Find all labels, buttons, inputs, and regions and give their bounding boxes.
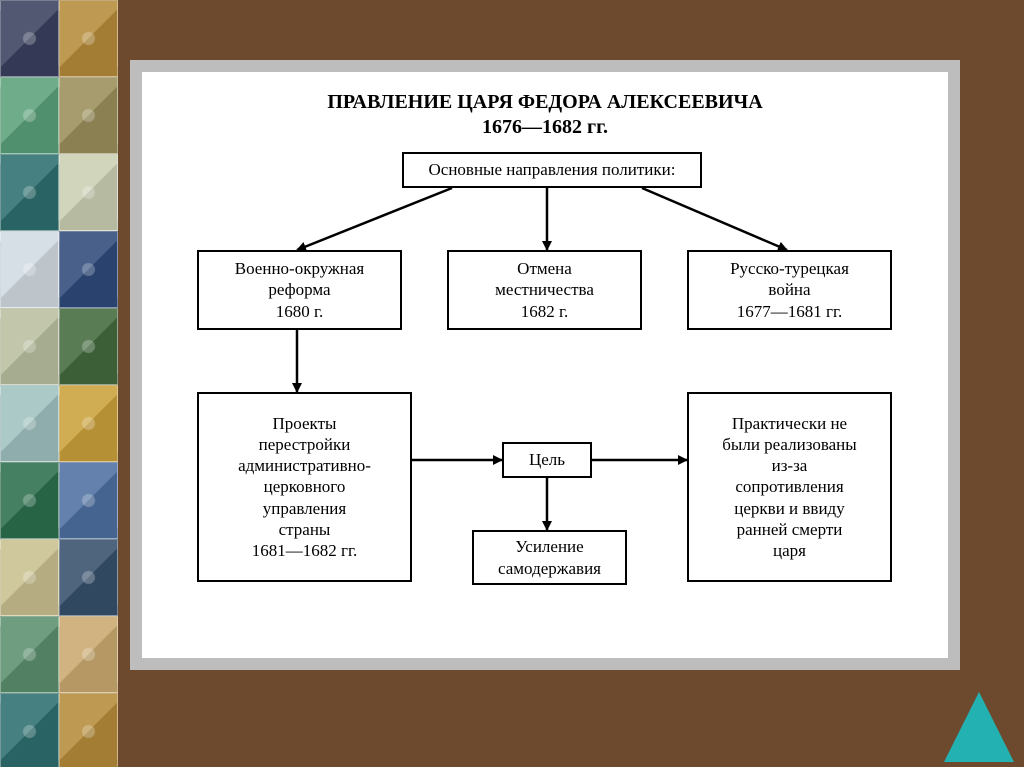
- title-line-1: ПРАВЛЕНИЕ ЦАРЯ ФЕДОРА АЛЕКСЕЕВИЧА: [327, 91, 762, 113]
- flowchart-node-label: Цель: [529, 449, 565, 470]
- slide-frame: ПРАВЛЕНИЕ ЦАРЯ ФЕДОРА АЛЕКСЕЕВИЧА 1676—1…: [130, 60, 960, 670]
- flowchart-node-b7: Практически небыли реализованыиз-засопро…: [687, 392, 892, 582]
- decorative-tile: [59, 231, 118, 308]
- decorative-tile: [59, 77, 118, 154]
- decorative-tile: [0, 0, 59, 77]
- decorative-tile: [0, 462, 59, 539]
- decorative-triangle-icon: [944, 692, 1014, 762]
- decorative-tile: [59, 616, 118, 693]
- decorative-tile-strip: [0, 0, 118, 767]
- decorative-tile: [0, 693, 59, 767]
- flowchart-node-b2: Отменаместничества1682 г.: [447, 250, 642, 330]
- decorative-tile: [59, 308, 118, 385]
- decorative-tile: [0, 231, 59, 308]
- decorative-tile: [59, 154, 118, 231]
- title-line-2: 1676—1682 гг.: [482, 116, 608, 138]
- flowchart-node-root: Основные направления политики:: [402, 152, 702, 188]
- flowchart-node-label: Военно-окружнаяреформа1680 г.: [235, 258, 364, 322]
- flowchart-node-label: Русско-турецкаявойна1677—1681 гг.: [730, 258, 849, 322]
- flowchart-node-label: Отменаместничества1682 г.: [495, 258, 594, 322]
- decorative-tile: [0, 616, 59, 693]
- decorative-tile: [0, 154, 59, 231]
- flowchart-node-b3: Русско-турецкаявойна1677—1681 гг.: [687, 250, 892, 330]
- decorative-tile: [59, 385, 118, 462]
- decorative-tile: [59, 462, 118, 539]
- flowchart-node-b6: Усилениесамодержавия: [472, 530, 627, 585]
- decorative-tile: [0, 308, 59, 385]
- flowchart-node-b4: Проектыперестройкиадминистративно-церков…: [197, 392, 412, 582]
- decorative-tile: [0, 385, 59, 462]
- slide-canvas: ПРАВЛЕНИЕ ЦАРЯ ФЕДОРА АЛЕКСЕЕВИЧА 1676—1…: [142, 72, 948, 658]
- flowchart-node-label: Усилениесамодержавия: [498, 536, 601, 579]
- flowchart-node-b5: Цель: [502, 442, 592, 478]
- decorative-tile: [59, 693, 118, 767]
- flowchart-edge: [297, 188, 452, 250]
- flowchart-node-label: Основные направления политики:: [429, 159, 676, 180]
- flowchart-edge: [642, 188, 787, 250]
- flowchart-node-b1: Военно-окружнаяреформа1680 г.: [197, 250, 402, 330]
- decorative-tile: [59, 0, 118, 77]
- flowchart-node-label: Проектыперестройкиадминистративно-церков…: [238, 413, 371, 562]
- decorative-tile: [0, 539, 59, 616]
- flowchart-node-label: Практически небыли реализованыиз-засопро…: [722, 413, 856, 562]
- decorative-tile: [59, 539, 118, 616]
- decorative-tile: [0, 77, 59, 154]
- slide-title: ПРАВЛЕНИЕ ЦАРЯ ФЕДОРА АЛЕКСЕЕВИЧА 1676—1…: [142, 90, 948, 140]
